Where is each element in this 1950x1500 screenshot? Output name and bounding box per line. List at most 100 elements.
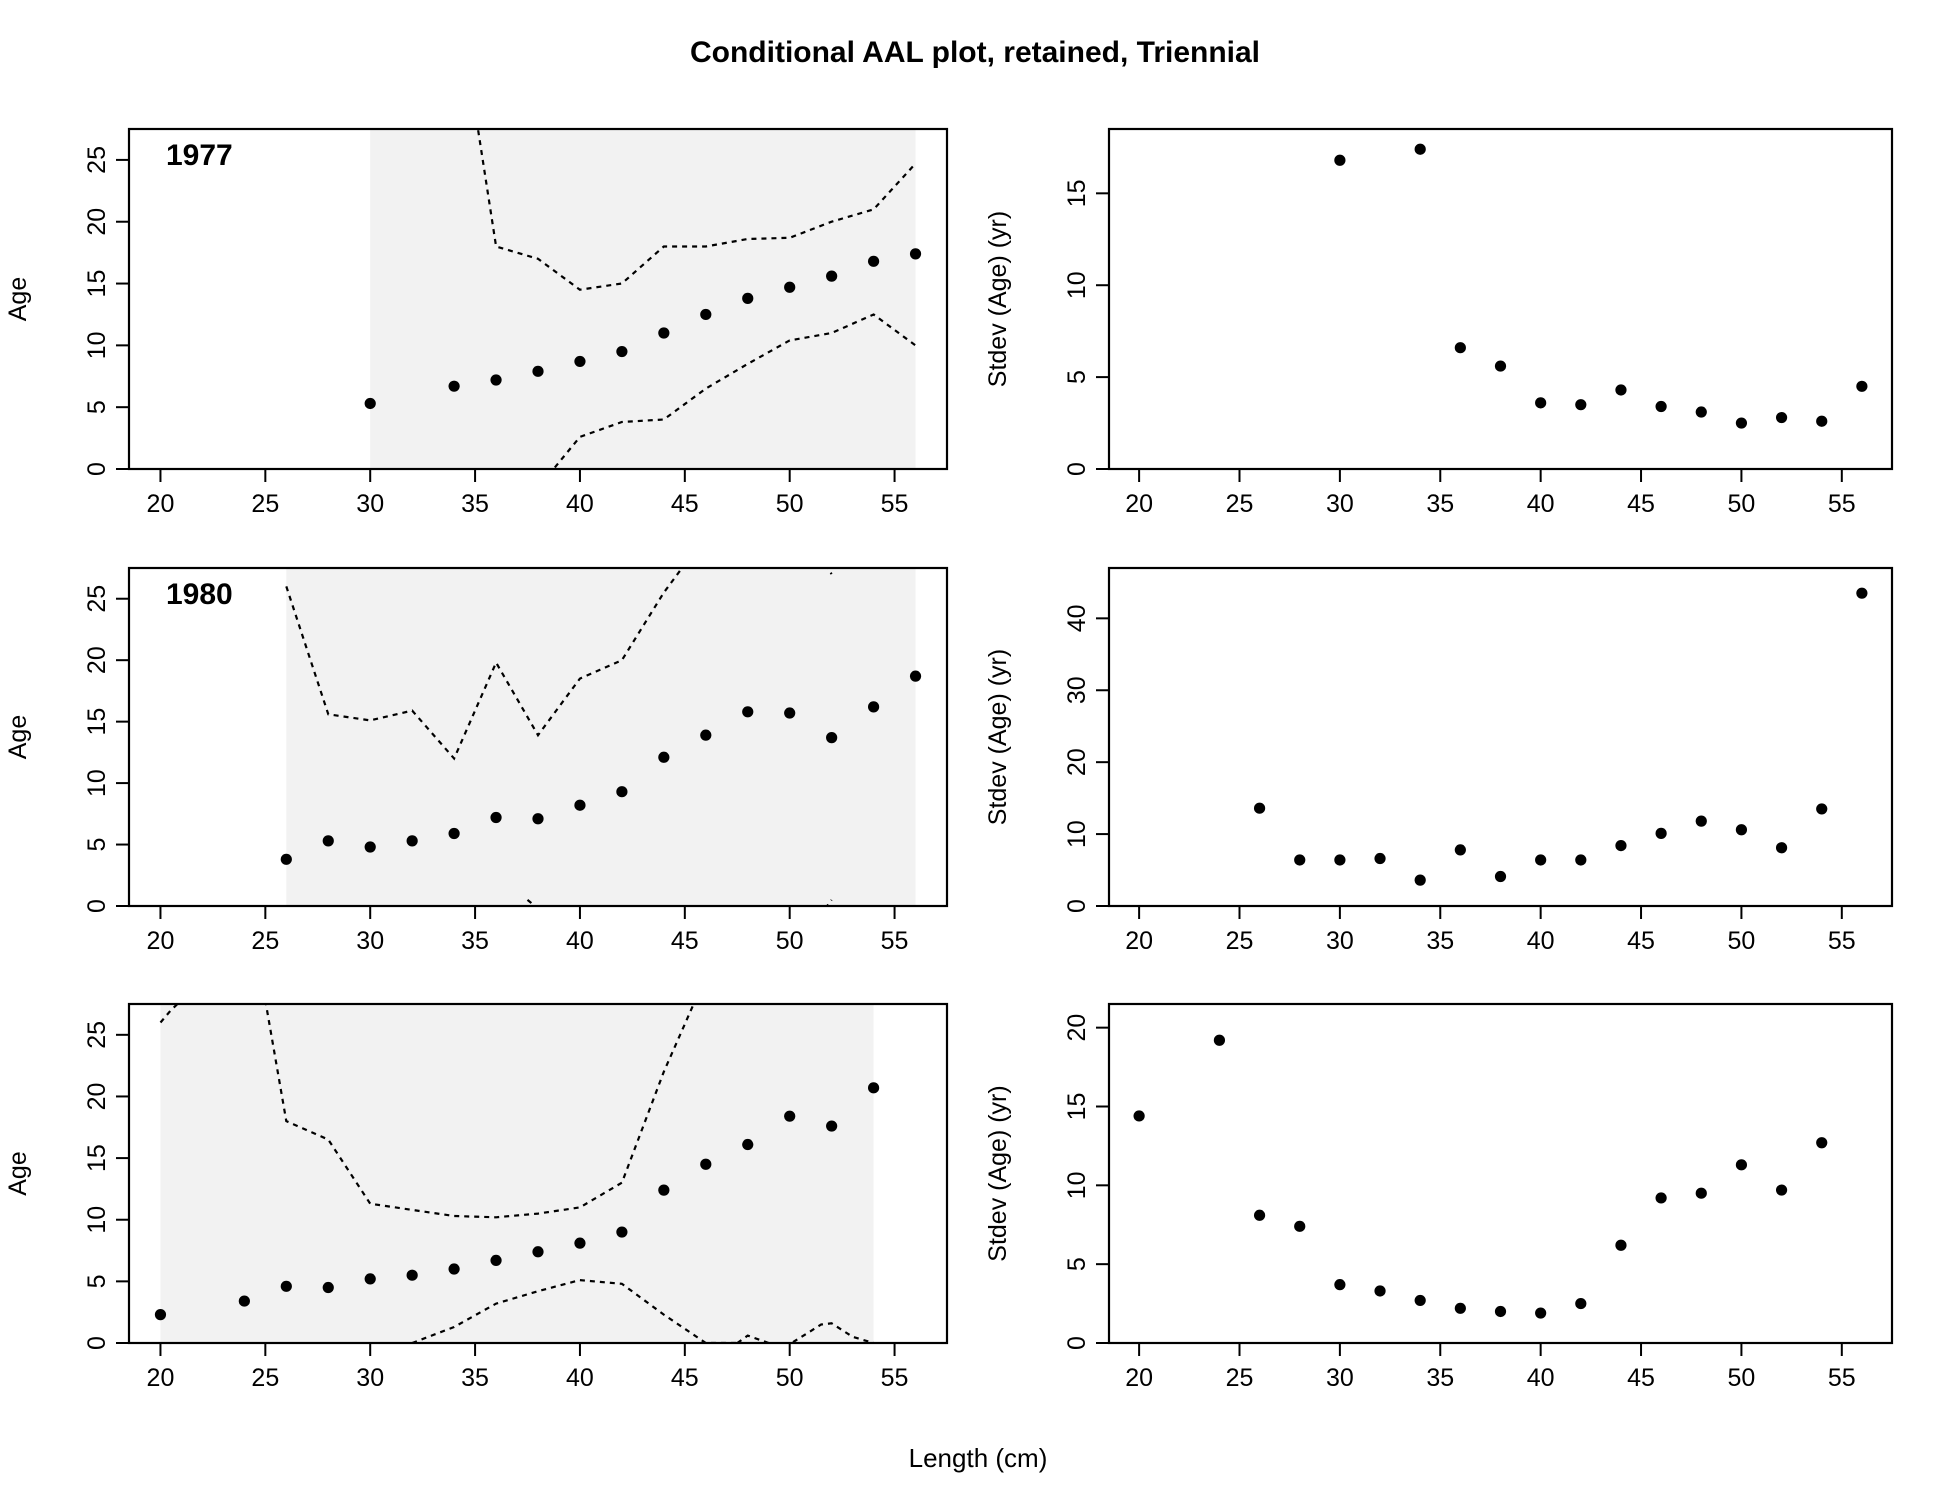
y-axis-label: Stdev (Age) (yr) xyxy=(984,1085,1012,1261)
y-tick-label: 30 xyxy=(1063,676,1091,704)
x-tick-label: 40 xyxy=(1527,927,1555,955)
y-tick-label: 10 xyxy=(83,331,111,359)
data-point xyxy=(1334,854,1346,866)
data-point xyxy=(826,1120,838,1132)
data-point xyxy=(616,1226,628,1238)
data-point xyxy=(154,1309,167,1321)
x-tick-label: 55 xyxy=(1828,1364,1856,1392)
y-axis-label: Age xyxy=(4,277,32,321)
data-point xyxy=(490,811,502,824)
data-point xyxy=(1816,1137,1828,1149)
data-point xyxy=(448,827,460,840)
x-tick-label: 30 xyxy=(1326,927,1354,955)
x-tick-label: 45 xyxy=(671,490,699,518)
data-point xyxy=(364,1273,376,1285)
x-tick-label: 55 xyxy=(881,1364,909,1392)
data-point xyxy=(826,732,838,744)
data-point xyxy=(448,380,460,392)
data-point xyxy=(1494,360,1507,372)
lower-interval-line xyxy=(552,313,917,469)
x-tick-label: 30 xyxy=(356,490,384,518)
data-point xyxy=(1775,1184,1788,1196)
y-tick-label: 0 xyxy=(83,899,111,913)
y-axis-label: Stdev (Age) (yr) xyxy=(984,649,1012,825)
x-tick-label: 40 xyxy=(566,927,594,955)
data-point xyxy=(532,365,544,377)
x-tick-label: 45 xyxy=(1627,927,1655,955)
data-point xyxy=(784,281,796,293)
data-point xyxy=(1294,854,1306,866)
x-tick-label: 30 xyxy=(356,927,384,955)
data-point xyxy=(1695,815,1707,827)
data-point xyxy=(1133,1110,1145,1122)
x-tick-label: 50 xyxy=(776,490,804,518)
data-point xyxy=(238,1295,250,1307)
y-tick-label: 20 xyxy=(1063,748,1091,776)
x-tick-label: 55 xyxy=(1828,490,1856,518)
data-point xyxy=(1655,1192,1667,1204)
x-tick-label: 50 xyxy=(776,1364,804,1392)
panel-5: 20 25 30 35 40 45 50 55 0 5 10 15 20 25 Age xyxy=(4,1002,949,1392)
data-point xyxy=(490,374,502,386)
data-point xyxy=(364,397,376,410)
data-point xyxy=(1454,844,1466,856)
data-point xyxy=(1615,839,1627,852)
y-tick-label: 0 xyxy=(1063,1336,1091,1350)
data-point xyxy=(616,345,628,358)
x-tick-label: 20 xyxy=(1125,490,1153,518)
y-tick-label: 5 xyxy=(83,838,111,852)
plot-frame xyxy=(127,566,949,908)
data-point xyxy=(1253,1209,1266,1221)
data-point xyxy=(1494,1305,1507,1318)
data-point xyxy=(909,248,922,260)
x-tick-label: 30 xyxy=(1326,1364,1354,1392)
shaded-interval xyxy=(160,1004,874,1343)
y-tick-label: 0 xyxy=(1063,462,1091,476)
x-tick-label: 50 xyxy=(1728,490,1756,518)
y-tick-label: 5 xyxy=(83,400,111,414)
y-tick-label: 15 xyxy=(1063,179,1091,207)
data-point xyxy=(574,799,586,811)
data-point xyxy=(1374,1285,1386,1297)
x-tick-label: 30 xyxy=(356,1364,384,1392)
plot-frame xyxy=(1107,127,1894,471)
x-tick-label: 25 xyxy=(251,1364,279,1392)
x-tick-label: 20 xyxy=(1125,1364,1153,1392)
panel-4: 20 25 30 35 40 45 50 55 0 10 20 30 40 Stdev (Age) (yr… xyxy=(984,566,1894,955)
data-point xyxy=(1575,854,1587,866)
data-point xyxy=(1775,411,1788,424)
data-point xyxy=(364,841,376,853)
data-point xyxy=(1775,842,1788,854)
x-tick-label: 35 xyxy=(1426,490,1454,518)
x-tick-label: 35 xyxy=(1426,927,1454,955)
y-tick-label: 25 xyxy=(83,146,111,174)
data-point xyxy=(1735,824,1748,836)
x-tick-label: 40 xyxy=(566,1364,594,1392)
y-tick-label: 15 xyxy=(83,708,111,736)
y-tick-label: 15 xyxy=(83,270,111,298)
data-point xyxy=(867,701,880,713)
x-tick-label: 50 xyxy=(1728,1364,1756,1392)
data-point xyxy=(532,1246,544,1258)
x-tick-label: 25 xyxy=(1226,927,1254,955)
data-point xyxy=(406,835,418,847)
data-point xyxy=(1535,1307,1547,1319)
x-tick-label: 50 xyxy=(776,927,804,955)
x-tick-label: 55 xyxy=(881,927,909,955)
plot-frame xyxy=(1107,566,1894,908)
data-point xyxy=(1575,399,1587,411)
lower-interval-line xyxy=(736,1322,874,1343)
data-point xyxy=(1615,1239,1627,1251)
upper-interval-line xyxy=(264,1004,695,1219)
data-point xyxy=(280,1280,292,1292)
data-point xyxy=(1856,380,1868,392)
data-point xyxy=(784,1110,796,1122)
x-tick-label: 55 xyxy=(881,490,909,518)
panel-6: 20 25 30 35 40 45 50 55 0 5 10 15 20 Stdev (Age) (yr) xyxy=(984,1002,1894,1392)
y-tick-label: 15 xyxy=(83,1144,111,1172)
y-tick-label: 20 xyxy=(1063,1014,1091,1042)
data-point xyxy=(1334,1279,1346,1291)
y-tick-label: 10 xyxy=(1063,820,1091,848)
